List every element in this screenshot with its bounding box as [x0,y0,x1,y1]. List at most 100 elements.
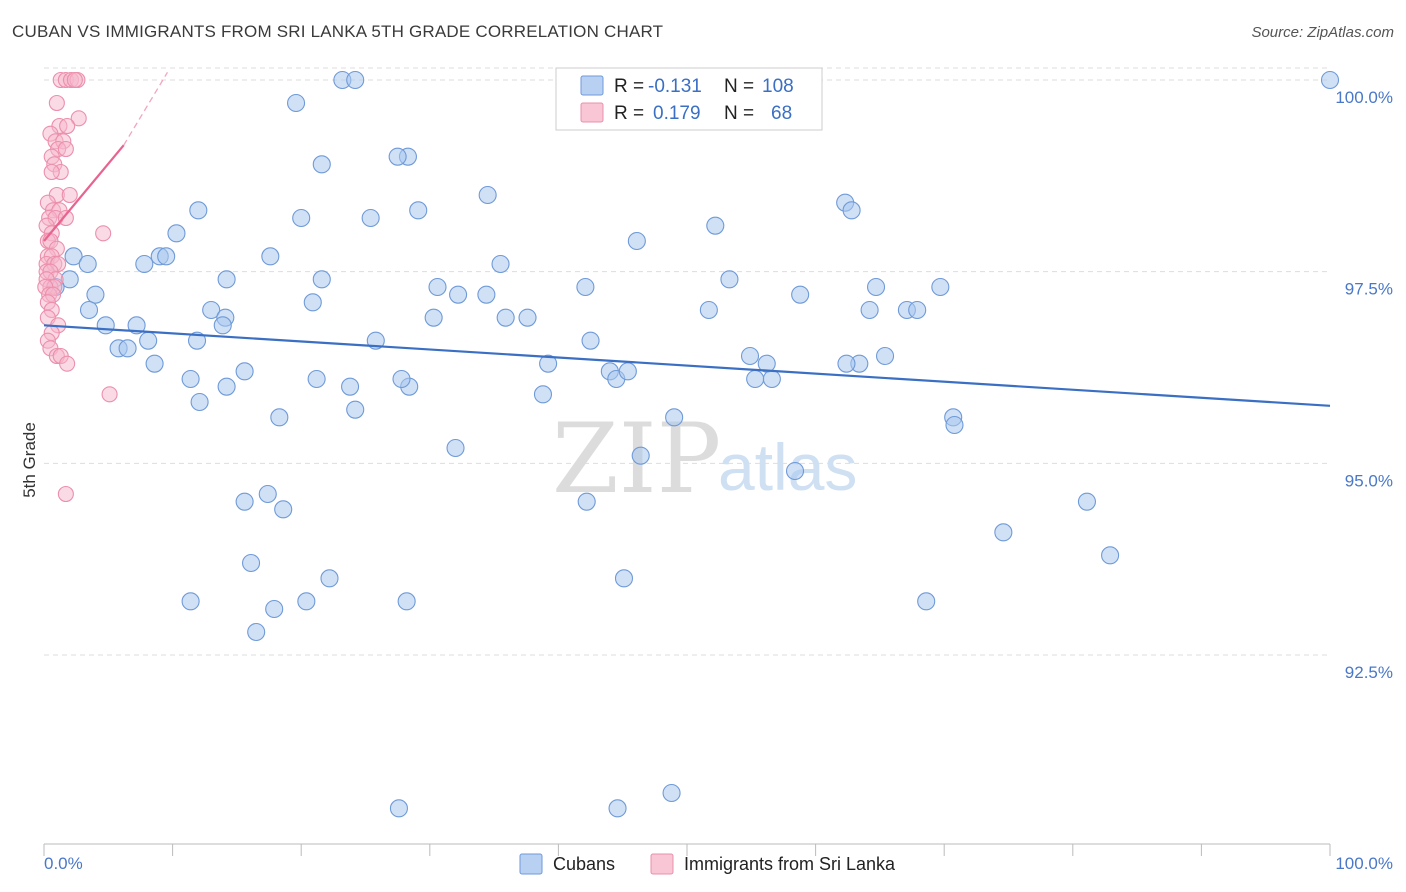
cubans-point [312,155,331,174]
cubans-point [190,392,209,412]
sri-lanka-point [59,117,76,135]
cubans-point [662,783,681,803]
legend-r-label-cubans: R = [614,76,644,97]
cubans-point [346,400,365,419]
cubans-point [477,285,496,304]
series-legend-label-sri-lanka: Immigrants from Sri Lanka [684,854,896,874]
legend-n-label-cubans: N = [724,76,754,97]
cubans-point [720,270,739,289]
cubans-point [791,285,810,304]
source-credit: Source: ZipAtlas.com [1251,24,1394,41]
cubans-point [608,799,627,818]
cubans-point [389,799,408,818]
cubans-point [627,231,646,251]
cubans-point [247,622,266,642]
y-tick-label: 97.5% [1345,280,1393,299]
y-tick-label: 100.0% [1335,88,1393,107]
sri-lanka-point [57,485,74,503]
cubans-point [96,316,115,335]
cubans-point [699,300,718,320]
cubans-point [875,346,895,366]
cubans-point [135,254,154,274]
cubans-point [762,369,781,389]
legend-n-value-sri-lanka: 68 [771,103,792,124]
sri-lanka-point [61,186,78,204]
cubans-point [270,408,289,427]
cubans-point [261,247,280,266]
x-tick-label-max: 100.0% [1335,854,1393,873]
sri-lanka-point [59,355,76,372]
cubans-point [274,500,293,519]
y-tick-label: 95.0% [1345,471,1393,490]
cubans-point [994,523,1013,542]
cubans-point [392,369,411,389]
cubans-point [167,224,186,243]
legend-r-label-sri-lanka: R = [614,103,644,124]
legend-swatch-sri-lanka [580,102,604,123]
legend-n-label-sri-lanka: N = [724,103,754,124]
cubans-point [139,331,158,350]
sri-lanka-point [57,209,74,227]
cubans-point [917,592,936,611]
legend-r-value-cubans: -0.131 [648,76,702,97]
cubans-point [1077,492,1096,511]
x-tick-label-min: 0.0% [44,854,83,873]
cubans-point [945,415,964,435]
axes [43,843,1331,856]
legend-swatch-cubans [580,75,604,96]
cubans-point [860,300,879,320]
cubans-point [127,316,146,335]
cubans-point [496,308,515,327]
cubans-point [706,216,725,235]
cubans-point [388,147,407,166]
cubans-point [235,492,254,511]
cubans-point [217,377,236,396]
cubans-point [1320,70,1340,90]
cubans-point [202,300,221,320]
cubans-point [86,285,105,304]
cubans-point [64,247,83,266]
x-ticks [43,844,1331,856]
cubans-point [187,331,207,350]
stats-legend: R = -0.131 N = 108 R = 0.179 N = 68 [555,67,823,131]
cubans-point [181,592,200,611]
cubans-point [157,247,176,266]
cubans-point [478,185,497,205]
cubans-point [78,254,97,274]
cubans-point [785,461,805,481]
cubans-point [241,553,261,573]
cubans-point [837,354,856,373]
cubans-point [931,277,950,297]
sri-lanka-point [57,140,74,158]
cubans-point [181,369,200,389]
cubans-point [409,201,428,220]
cubans-point [746,369,765,389]
cubans-point [118,339,137,358]
cubans-point [576,277,595,297]
cubans-point [346,70,365,90]
cubans-point [341,377,360,396]
cubans-point [320,569,339,588]
cubans-point [631,446,650,465]
chart-title: CUBAN VS IMMIGRANTS FROM SRI LANKA 5TH G… [12,22,664,41]
watermark: ZIP atlas [552,403,857,515]
cubans-point [577,492,596,511]
cubans-point [491,254,510,274]
cubans-point [424,308,443,327]
sri-lanka-point [43,163,60,181]
cubans-point [258,484,277,504]
trend-lines [43,71,1331,407]
cubans-point [449,285,468,304]
cubans-point [292,208,311,228]
y-axis-label: 5th Grade [20,422,39,498]
cubans-point [79,300,99,320]
cubans-point [297,592,316,611]
cubans-point [145,354,164,373]
series-legend-label-cubans: Cubans [553,854,615,874]
cubans-point [446,438,465,458]
cubans-point [1101,546,1120,565]
cubans-point [866,277,886,297]
legend-r-value-sri-lanka: 0.179 [653,103,701,124]
sri-lanka-trend-extension [123,71,169,146]
